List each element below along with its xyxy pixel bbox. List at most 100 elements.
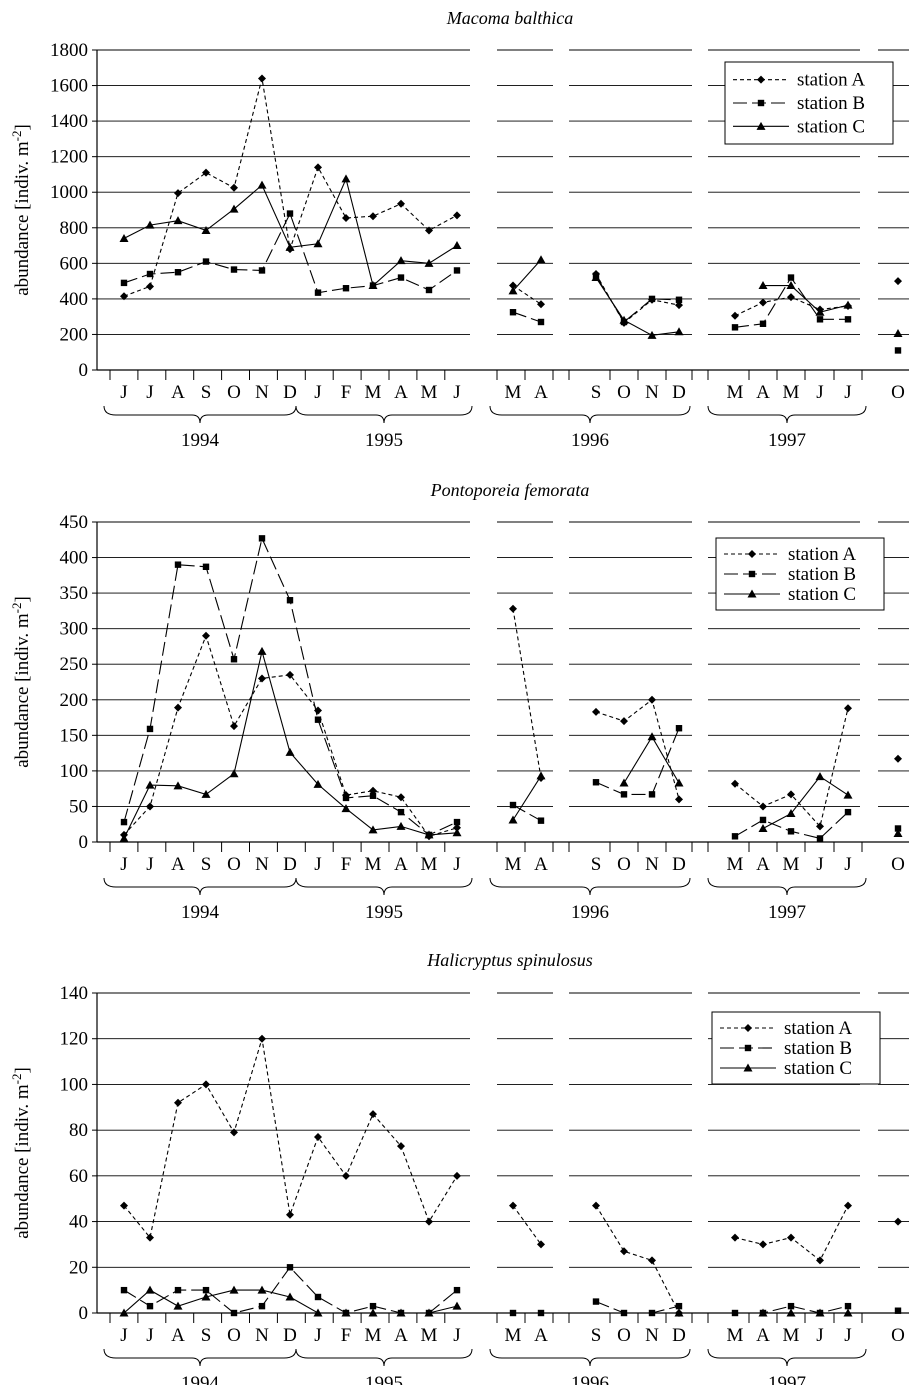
data-point bbox=[648, 791, 656, 798]
x-tick-label: A bbox=[394, 854, 408, 875]
data-point bbox=[202, 168, 210, 177]
data-point bbox=[230, 266, 238, 273]
y-tick-label: 150 bbox=[60, 725, 89, 746]
data-point bbox=[146, 725, 154, 733]
data-point bbox=[120, 1201, 128, 1210]
series-line bbox=[512, 311, 542, 323]
data-point bbox=[397, 808, 405, 816]
data-point bbox=[759, 298, 767, 307]
data-point bbox=[844, 704, 852, 713]
series-line bbox=[123, 177, 458, 287]
data-point bbox=[368, 281, 378, 290]
legend-label: station A bbox=[788, 544, 856, 565]
data-point bbox=[146, 282, 154, 291]
data-point bbox=[342, 1171, 350, 1180]
data-point bbox=[202, 1286, 210, 1294]
x-tick-label: A bbox=[171, 854, 185, 875]
x-tick-label: J bbox=[314, 382, 321, 403]
data-point bbox=[229, 204, 239, 213]
data-point bbox=[786, 809, 796, 818]
data-point bbox=[731, 324, 739, 331]
x-tick-label: J bbox=[120, 1325, 127, 1346]
y-axis-label-exponent: -2 bbox=[9, 131, 24, 142]
data-point bbox=[174, 1286, 182, 1294]
data-point bbox=[174, 561, 182, 568]
data-point bbox=[453, 1286, 461, 1294]
y-tick-label: 800 bbox=[60, 218, 89, 239]
data-point bbox=[173, 216, 183, 225]
x-tick-label: J bbox=[146, 1325, 153, 1346]
data-point bbox=[313, 239, 323, 248]
data-point bbox=[536, 771, 546, 780]
data-point bbox=[342, 214, 350, 222]
data-point bbox=[731, 833, 739, 840]
data-point bbox=[509, 309, 517, 316]
x-tick-label: J bbox=[816, 854, 823, 875]
data-point bbox=[120, 818, 128, 826]
x-tick-label: J bbox=[816, 1325, 823, 1346]
data-point bbox=[843, 1308, 853, 1317]
year-label: 1997 bbox=[768, 902, 806, 923]
y-tick-label: 1000 bbox=[50, 182, 88, 203]
data-point bbox=[787, 1233, 795, 1242]
data-point bbox=[257, 180, 267, 189]
data-point bbox=[369, 792, 377, 799]
x-tick-label: F bbox=[341, 382, 352, 403]
data-point bbox=[844, 316, 852, 323]
data-point bbox=[146, 1302, 154, 1310]
data-point bbox=[452, 241, 462, 250]
x-tick-label: M bbox=[505, 1325, 522, 1346]
year-label: 1995 bbox=[365, 902, 403, 923]
data-point bbox=[285, 1292, 295, 1301]
year-brace bbox=[103, 1348, 297, 1367]
x-tick-label: S bbox=[201, 1325, 212, 1346]
data-point bbox=[425, 286, 433, 294]
data-point bbox=[509, 604, 517, 613]
data-point bbox=[675, 795, 683, 804]
legend-label: station B bbox=[788, 564, 856, 585]
x-tick-label: J bbox=[453, 854, 460, 875]
x-tick-label: M bbox=[365, 382, 382, 403]
legend-marker bbox=[744, 1024, 752, 1032]
y-tick-label: 450 bbox=[60, 512, 89, 533]
data-point bbox=[536, 255, 546, 264]
data-point bbox=[648, 295, 656, 303]
x-tick-label: A bbox=[756, 1325, 770, 1346]
legend-label: station B bbox=[797, 93, 865, 114]
data-point bbox=[258, 1034, 266, 1043]
data-point bbox=[786, 1308, 796, 1317]
year-label: 1997 bbox=[768, 430, 806, 451]
data-point bbox=[509, 801, 517, 809]
y-tick-label: 400 bbox=[60, 289, 89, 310]
data-point bbox=[759, 816, 767, 824]
data-point bbox=[786, 281, 796, 290]
data-point bbox=[592, 707, 600, 716]
data-point bbox=[230, 656, 238, 663]
data-point bbox=[758, 823, 768, 832]
year-label: 1996 bbox=[571, 430, 609, 451]
data-point bbox=[537, 1240, 545, 1249]
data-point bbox=[674, 1308, 684, 1317]
x-tick-label: J bbox=[453, 382, 460, 403]
data-point bbox=[453, 267, 461, 274]
data-point bbox=[341, 804, 351, 813]
series-line bbox=[595, 277, 680, 336]
x-tick-label: J bbox=[314, 854, 321, 875]
legend-marker bbox=[744, 1044, 752, 1052]
data-point bbox=[314, 716, 322, 723]
y-tick-label: 1400 bbox=[50, 111, 88, 132]
data-point bbox=[425, 226, 433, 235]
x-tick-label: M bbox=[421, 854, 438, 875]
data-point bbox=[258, 74, 266, 83]
x-tick-label: O bbox=[227, 1325, 241, 1346]
series-line bbox=[734, 1205, 849, 1262]
series-line bbox=[762, 775, 849, 829]
x-tick-label: S bbox=[591, 854, 602, 875]
data-point bbox=[591, 273, 601, 282]
data-point bbox=[286, 1264, 294, 1271]
x-tick-label: A bbox=[534, 1325, 548, 1346]
x-tick-label: D bbox=[283, 1325, 297, 1346]
y-tick-label: 400 bbox=[60, 548, 89, 569]
x-tick-label: A bbox=[534, 854, 548, 875]
